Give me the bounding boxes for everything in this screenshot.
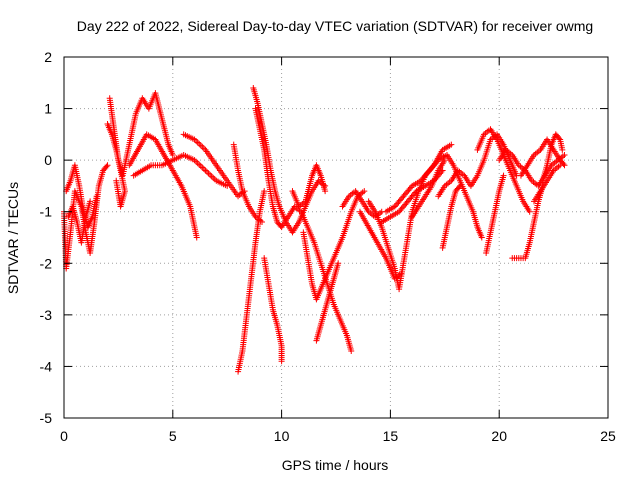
series-s25	[439, 182, 464, 251]
data-point	[500, 172, 507, 179]
data-point	[194, 160, 201, 167]
data-point	[193, 234, 200, 241]
y-tick-label: 0	[44, 152, 52, 168]
data-point	[278, 358, 285, 365]
series-s28	[496, 146, 568, 189]
series-s26	[474, 126, 533, 215]
data-point	[210, 174, 217, 181]
y-tick-label: -4	[40, 358, 53, 374]
data-point	[200, 145, 207, 152]
data-point	[207, 171, 214, 178]
x-axis-title: GPS time / hours	[282, 457, 389, 473]
series-s15	[313, 260, 342, 344]
y-axis-title: SDTVAR / TECUs	[5, 182, 21, 294]
data-point	[559, 146, 566, 153]
y-tick-label: 1	[44, 101, 52, 117]
series-s8	[180, 131, 248, 200]
data-point	[478, 234, 485, 241]
series-s11	[252, 105, 355, 354]
data-point	[87, 198, 94, 205]
data-point	[335, 260, 342, 267]
series-s22	[409, 157, 448, 220]
data-point	[455, 184, 462, 191]
series-s16	[289, 162, 329, 210]
data-point	[205, 170, 212, 177]
grid-lines	[64, 57, 608, 418]
data-point	[560, 161, 567, 168]
series-s30	[517, 136, 568, 179]
x-tick-label: 25	[600, 428, 616, 444]
data-point	[407, 184, 414, 191]
data-point	[199, 164, 206, 171]
data-point	[441, 157, 448, 164]
data-point	[200, 165, 207, 172]
data-point	[322, 188, 329, 195]
series-s7	[130, 151, 231, 189]
data-point	[448, 141, 455, 148]
data-point	[113, 177, 120, 184]
y-tick-label: -3	[40, 307, 53, 323]
series-s24	[443, 151, 485, 241]
data-point	[169, 151, 176, 158]
data-point	[261, 188, 268, 195]
series-s12	[235, 188, 268, 375]
series-s27	[483, 172, 507, 256]
data-point	[561, 151, 568, 158]
data-point	[556, 135, 563, 142]
series-s17	[339, 188, 385, 220]
x-tick-label: 10	[274, 428, 290, 444]
x-tick-label: 15	[383, 428, 399, 444]
data-point	[208, 173, 215, 180]
data-point	[196, 161, 203, 168]
data-point	[197, 163, 204, 170]
series-s5	[106, 90, 176, 179]
data-point	[434, 158, 441, 165]
data-point	[103, 163, 110, 170]
y-tick-label: -2	[40, 255, 53, 271]
data-point	[199, 143, 206, 150]
data-point	[557, 162, 564, 169]
data-point	[194, 139, 201, 146]
data-point	[202, 167, 209, 174]
series-s6	[126, 131, 200, 241]
data-points	[61, 84, 568, 375]
data-point	[412, 189, 419, 196]
y-tick-label: -1	[40, 204, 53, 220]
series-s31	[539, 131, 566, 184]
data-point	[361, 188, 368, 195]
y-tick-label: -5	[40, 410, 53, 426]
series-s3	[65, 198, 94, 246]
series-s32	[531, 162, 564, 205]
data-point	[93, 193, 100, 200]
x-tick-label: 5	[169, 428, 177, 444]
chart-title: Day 222 of 2022, Sidereal Day-to-day VTE…	[77, 18, 593, 34]
y-tick-label: 2	[44, 49, 52, 65]
data-point	[398, 270, 405, 277]
series-s13	[261, 255, 285, 365]
data-point	[526, 208, 533, 215]
data-point	[197, 142, 204, 149]
x-tick-label: 0	[60, 428, 68, 444]
data-point	[196, 140, 203, 147]
data-point	[348, 347, 355, 354]
x-tick-label: 20	[491, 428, 507, 444]
plot-frame	[63, 56, 609, 419]
data-point	[457, 182, 464, 189]
series-s19	[356, 208, 405, 282]
data-point	[104, 162, 111, 169]
data-point	[203, 168, 210, 175]
series-s14	[300, 188, 368, 303]
